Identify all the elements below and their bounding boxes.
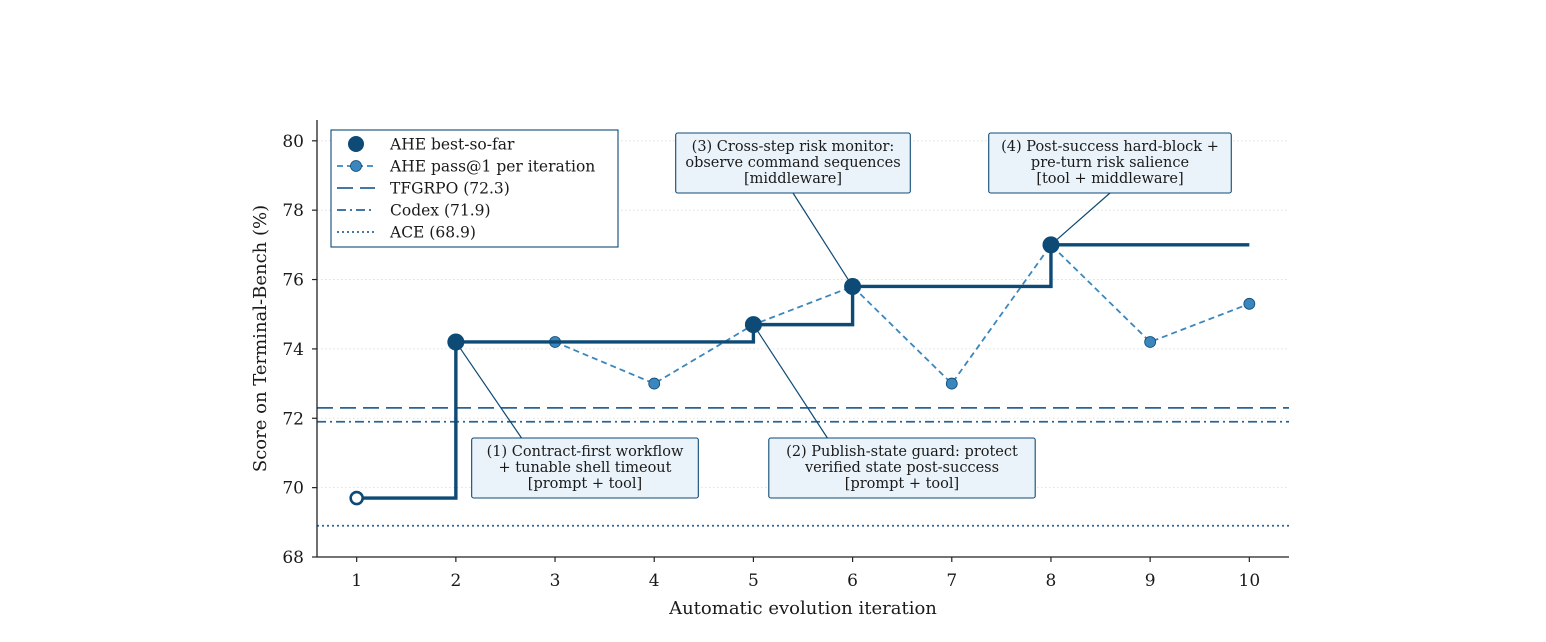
y-tick-label: 76 [282,271,304,291]
best-point [744,316,762,334]
baseline-lines [317,406,1289,527]
legend-marker-best [348,136,364,152]
y-axis-title: Score on Terminal-Bench (%) [250,205,271,472]
legend-label: AHE best-so-far [389,136,515,154]
annotation-leader-1 [455,341,523,439]
legend-label: TFGRPO (72.3) [390,180,510,198]
annotation-2: (2) Publish-state guard: protectverified… [768,437,1036,499]
annotation-box [768,437,1036,499]
y-tick-label: 78 [282,201,304,221]
annotation-boxes: (1) Contract-first workflow+ tunable she… [471,132,1232,499]
annotation-text: pre-turn risk salience [1031,155,1189,171]
pass-point [1144,336,1157,348]
annotation-text: (1) Contract-first workflow [487,444,684,460]
annotation-4: (4) Post-success hard-block +pre-turn ri… [988,132,1232,194]
annotation-text: verified state post-success [804,460,999,476]
legend-item-1: AHE best-so-far [348,136,515,154]
best-point [844,277,862,295]
pass-series [549,238,1256,390]
x-tick-label: 7 [946,571,957,591]
legend-marker-pass [350,160,362,172]
legend-item-5: ACE (68.9) [337,224,476,242]
legend-box [330,129,619,248]
annotation-1: (1) Contract-first workflow+ tunable she… [471,437,699,499]
best-series [349,236,1250,506]
legend-label: Codex (71.9) [390,202,491,220]
annotation-text: observe command sequences [685,155,900,171]
legend-label: ACE (68.9) [389,224,476,242]
x-tick-label: 2 [450,571,461,591]
best-point [349,490,364,506]
x-tick-label: 1 [351,571,362,591]
best-point [1042,236,1060,254]
annotation-text: (4) Post-success hard-block + [1001,139,1219,155]
annotation-text: [prompt + tool] [845,476,959,492]
pass-series-line [554,243,1250,385]
pass-point [1243,297,1256,310]
annotation-text: [tool + middleware] [1036,171,1183,187]
annotation-leaders [455,192,1111,439]
x-tick-label: 6 [847,571,858,591]
legend: AHE best-so-far AHE pass@1 per iteration T… [330,129,619,248]
annotation-text: (2) Publish-state guard: protect [786,444,1018,460]
y-tick-label: 72 [282,409,304,429]
legend-item-4: Codex (71.9) [337,202,491,220]
annotation-text: + tunable shell timeout [499,460,672,476]
legend-item-2: AHE pass@1 per iteration [337,158,595,176]
y-tick-label: 74 [282,340,304,360]
x-axis-title: Automatic evolution iteration [668,598,937,619]
annotation-text: (3) Cross-step risk monitor: [692,139,895,155]
x-tick-label: 8 [1046,571,1057,591]
annotation-box [988,132,1232,194]
annotation-text: [prompt + tool] [528,476,642,492]
y-tick-label: 80 [282,132,304,152]
x-tick-label: 10 [1239,571,1261,591]
annotation-3: (3) Cross-step risk monitor:observe comm… [675,132,911,194]
y-tick-label: 70 [282,479,304,499]
annotation-text: [middleware] [744,171,842,187]
annotation-box [675,132,911,194]
annotation-box [471,437,699,499]
y-tick-label: 68 [282,548,304,568]
annotation-leader-3 [792,192,854,287]
x-tick-label: 5 [748,571,759,591]
best-point [447,333,465,351]
x-tick-label: 3 [550,571,561,591]
x-tick-label: 9 [1145,571,1156,591]
annotation-leader-2 [752,324,828,439]
pass-point [945,377,958,390]
legend-label: AHE pass@1 per iteration [389,158,595,176]
pass-point [648,377,661,390]
x-tick-label: 4 [649,571,660,591]
annotation-leader-4 [1050,192,1111,246]
legend-item-3: TFGRPO (72.3) [337,180,510,198]
